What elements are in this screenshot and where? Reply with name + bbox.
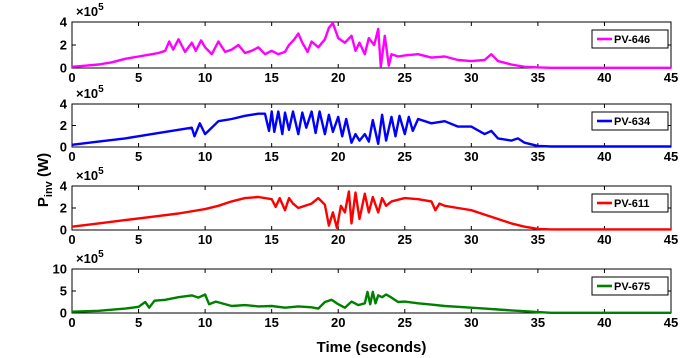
x-tick-label: 25	[398, 232, 412, 247]
x-tick-label: 45	[664, 70, 678, 85]
exponent-base: ×10	[76, 86, 98, 101]
x-tick-label: 5	[135, 70, 142, 85]
y-tick-label: 4	[60, 97, 68, 112]
x-tick-label: 0	[68, 149, 75, 164]
y-tick-label: 2	[60, 118, 67, 133]
legend-label: PV-634	[614, 116, 651, 128]
panel-4-frame	[71, 268, 672, 314]
x-axis-label: Time (seconds)	[317, 339, 427, 356]
panel-1-frame	[71, 21, 672, 69]
exponent-power: 5	[98, 2, 104, 13]
x-tick-label: 35	[531, 70, 545, 85]
legend-box	[591, 29, 669, 49]
legend-2: PV-634	[591, 111, 669, 131]
x-tick-label: 25	[398, 315, 412, 330]
x-tick-label: 30	[464, 70, 478, 85]
x-tick-label: 5	[135, 149, 142, 164]
y-axis-label-subscript: inv	[43, 180, 55, 197]
x-tick-label: 15	[264, 232, 278, 247]
x-tick-label: 30	[464, 232, 478, 247]
exponent-power: 5	[98, 249, 104, 260]
y-exponent-label: ×105	[76, 84, 104, 101]
series-line-PV-675	[71, 290, 671, 314]
x-tick-label: 15	[264, 315, 278, 330]
legend-box	[591, 276, 669, 296]
x-tick-label: 25	[398, 149, 412, 164]
legend-box	[591, 193, 669, 213]
x-tick-label: 5	[135, 232, 142, 247]
x-tick-label: 0	[68, 70, 75, 85]
y-tick-label: 4	[60, 179, 68, 194]
x-tick-label: 25	[398, 70, 412, 85]
x-tick-label: 35	[531, 232, 545, 247]
x-tick-label: 10	[198, 70, 212, 85]
y-axis-label-main: P	[35, 197, 52, 207]
x-tick-label: 0	[68, 315, 75, 330]
y-tick-label: 5	[60, 284, 67, 299]
x-tick-label: 40	[597, 149, 611, 164]
y-exponent-label: ×105	[76, 249, 104, 266]
legend-label: PV-675	[614, 281, 650, 293]
y-axis-label: Pinv (W)	[35, 153, 55, 207]
x-tick-label: 10	[198, 315, 212, 330]
x-tick-label: 45	[664, 232, 678, 247]
x-tick-label: 20	[331, 232, 345, 247]
y-tick-label: 2	[60, 38, 67, 53]
x-tick-label: 0	[68, 232, 75, 247]
y-exponent-label: ×105	[76, 166, 104, 183]
y-tick-label: 10	[53, 262, 67, 277]
legend-box	[591, 111, 669, 131]
x-tick-label: 35	[531, 315, 545, 330]
exponent-base: ×10	[76, 251, 98, 266]
x-tick-label: 15	[264, 149, 278, 164]
legend-label: PV-611	[614, 198, 649, 210]
x-tick-label: 30	[464, 315, 478, 330]
y-tick-label: 4	[60, 15, 68, 30]
x-tick-label: 10	[198, 149, 212, 164]
exponent-base: ×10	[76, 168, 98, 183]
x-tick-label: 40	[597, 232, 611, 247]
x-tick-label: 35	[531, 149, 545, 164]
legend-1: PV-646	[591, 29, 669, 49]
x-tick-label: 20	[331, 70, 345, 85]
y-exponent-label: ×105	[76, 2, 104, 19]
y-axis-label-unit: (W)	[35, 153, 52, 181]
series-line-PV-646	[71, 21, 671, 69]
series-line-PV-634	[71, 110, 671, 148]
legend-label: PV-646	[614, 34, 650, 46]
series-line-PV-611	[71, 190, 671, 231]
y-tick-label: 0	[60, 223, 67, 238]
x-tick-label: 45	[664, 315, 678, 330]
x-tick-label: 20	[331, 149, 345, 164]
y-tick-label: 0	[60, 140, 67, 155]
exponent-power: 5	[98, 84, 104, 95]
exponent-base: ×10	[76, 4, 98, 19]
x-tick-label: 5	[135, 315, 142, 330]
x-tick-label: 10	[198, 232, 212, 247]
x-tick-label: 45	[664, 149, 678, 164]
x-tick-label: 30	[464, 149, 478, 164]
x-tick-label: 15	[264, 70, 278, 85]
legend-3: PV-611	[591, 193, 669, 213]
x-tick-label: 20	[331, 315, 345, 330]
x-tick-label: 40	[597, 315, 611, 330]
legend-4: PV-675	[591, 276, 669, 296]
x-tick-label: 40	[597, 70, 611, 85]
exponent-power: 5	[98, 166, 104, 177]
y-tick-label: 0	[60, 61, 67, 76]
panel-3-frame	[71, 185, 672, 231]
y-tick-label: 0	[60, 306, 67, 321]
y-tick-label: 2	[60, 201, 67, 216]
